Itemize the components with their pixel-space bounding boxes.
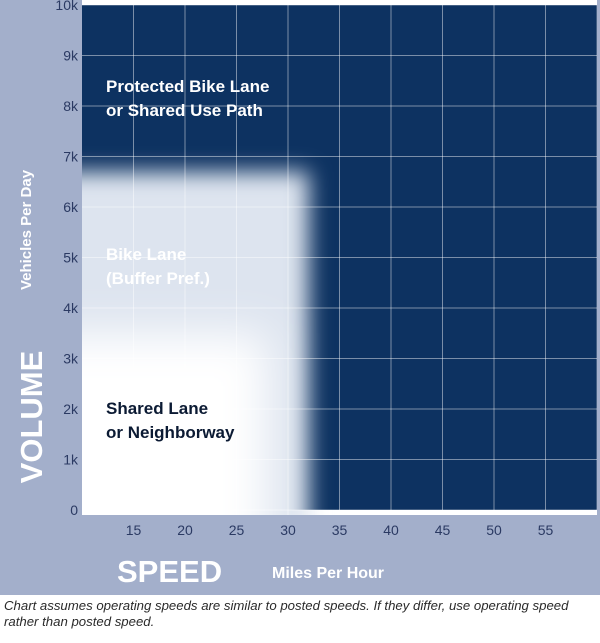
x-axis-title-small: Miles Per Hour (272, 565, 384, 582)
y-tick-label: 2k (63, 401, 79, 417)
y-tick-label: 3k (63, 351, 79, 367)
y-tick-label: 8k (63, 98, 79, 114)
y-tick-labels: 0 1k 2k 3k 4k 5k 6k 7k 8k 9k 10k (55, 0, 79, 518)
x-tick-labels: 15 20 25 30 35 40 45 50 55 (126, 522, 554, 538)
zone-1-label: or Shared Use Path (106, 101, 263, 120)
y-tick-label: 9k (63, 48, 79, 64)
chart-footnote: Chart assumes operating speeds are simil… (4, 598, 569, 629)
zone-3-area (82, 333, 268, 515)
y-tick-label: 5k (63, 250, 79, 266)
zones-layer (82, 5, 597, 515)
tick-strip-left (51, 0, 82, 546)
y-tick-label: 7k (63, 149, 79, 165)
x-tick-label: 35 (332, 522, 348, 538)
y-tick-label: 1k (63, 452, 79, 468)
y-axis-title-small: Vehicles Per Day (18, 169, 35, 290)
zone-1-label: Protected Bike Lane (106, 77, 269, 96)
x-tick-label: 15 (126, 522, 142, 538)
zone-3-label: Shared Lane (106, 399, 208, 418)
y-tick-label: 0 (70, 502, 78, 518)
zone-2-label: Bike Lane (106, 245, 186, 264)
zone-2-label: (Buffer Pref.) (106, 269, 210, 288)
right-frame-band (597, 0, 600, 595)
y-tick-label: 4k (63, 300, 79, 316)
x-tick-label: 20 (177, 522, 193, 538)
zone-3-label: or Neighborway (106, 423, 235, 442)
x-tick-label: 55 (538, 522, 554, 538)
x-tick-label: 45 (435, 522, 451, 538)
x-tick-label: 25 (229, 522, 245, 538)
zone-labels-layer: Protected Bike Lane or Shared Use Path Bik… (106, 77, 269, 442)
y-tick-label: 10k (55, 0, 79, 13)
y-axis-title-big: VOLUME (14, 351, 49, 484)
tick-strip-bottom (51, 515, 597, 546)
x-tick-label: 30 (280, 522, 296, 538)
x-tick-label: 40 (383, 522, 399, 538)
x-tick-label: 50 (486, 522, 502, 538)
y-tick-label: 6k (63, 199, 79, 215)
grid-layer (82, 0, 597, 515)
x-axis-title-big: SPEED (117, 554, 222, 589)
